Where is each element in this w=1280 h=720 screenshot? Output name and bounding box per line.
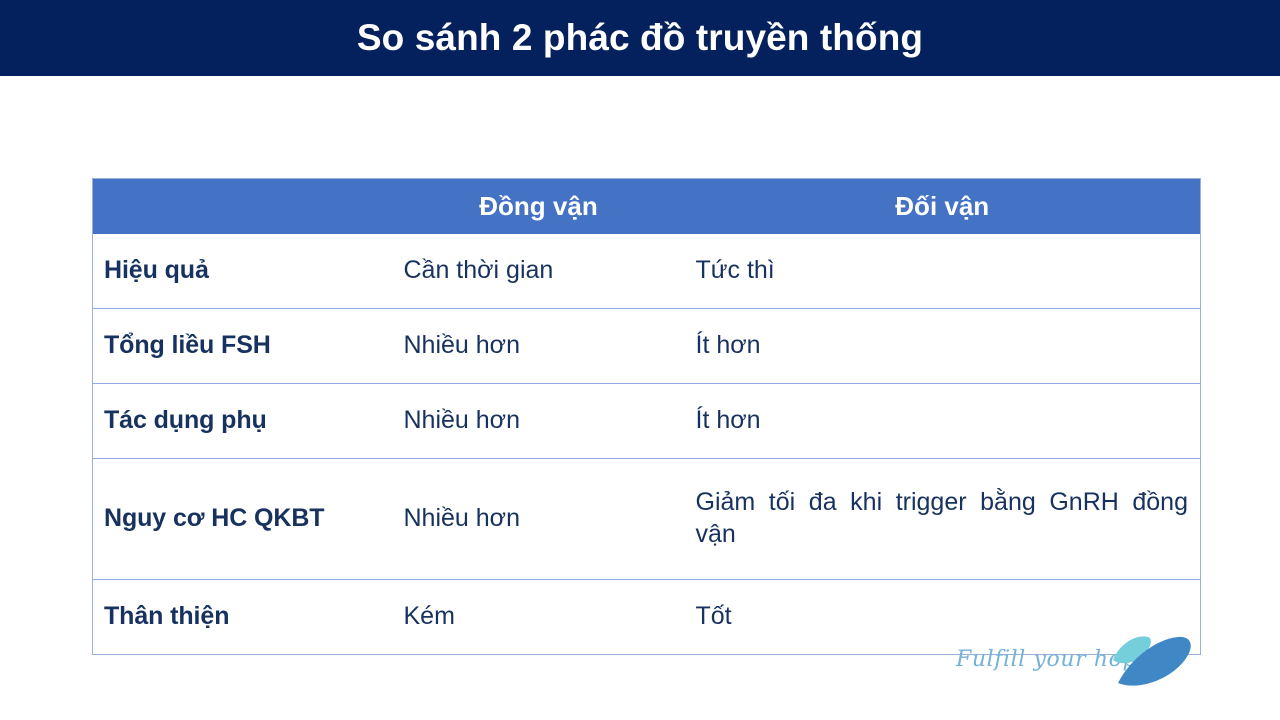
table-header-cell-dong-van: Đồng vận — [392, 178, 685, 234]
row-label-hieu-qua: Hiệu quả — [104, 256, 209, 284]
table-header-cell-criteria — [92, 178, 393, 234]
row-doivan-hieu-qua: Tức thì — [695, 256, 775, 284]
slide-title-bar: So sánh 2 phác đồ truyền thống — [0, 0, 1280, 76]
table-row: Tổng liều FSH Nhiều hơn Ít hơn — [92, 308, 1201, 384]
row-label-than-thien: Thân thiện — [92, 579, 393, 655]
row-dongvan-nguy-co-hc-qkbt: Nhiều hơn — [392, 458, 685, 580]
row-label-tong-lieu-fsh: Tổng liều FSH — [92, 308, 393, 384]
row-doivan-tac-dung-phu: Ít hơn — [684, 383, 1201, 459]
row-label-tac-dung-phu: Tác dụng phụ — [92, 383, 393, 459]
brand-logo: Fulfill your hope — [952, 622, 1200, 698]
row-doivan-nguy-co-hc-qkbt: Giảm tối đa khi trigger bằng GnRH đồng v… — [684, 458, 1201, 580]
row-dongvan-hieu-qua: Cần thời gian — [403, 256, 554, 284]
table-row: Tác dụng phụ Nhiều hơn Ít hơn — [92, 383, 1201, 459]
two-leaf-logo-icon — [1113, 636, 1191, 686]
table-header-cell-doi-van: Đối vận — [684, 178, 1201, 234]
row-dongvan-tong-lieu-fsh: Nhiều hơn — [392, 308, 685, 384]
table-header: Đồng vận Đối vận — [92, 178, 1201, 234]
leaf-dark-icon — [1118, 636, 1191, 686]
row-dongvan-than-thien: Kém — [392, 579, 685, 655]
table-row: Nguy cơ HC QKBT Nhiều hơn Giảm tối đa kh… — [92, 458, 1201, 580]
table-body: Hiệu quả Cần thời gian Tức thì Tổng liều… — [92, 234, 1201, 655]
row-label-nguy-co-hc-qkbt: Nguy cơ HC QKBT — [92, 458, 393, 580]
page-title: So sánh 2 phác đồ truyền thống — [356, 16, 924, 58]
table-header-row: Đồng vận Đối vận — [92, 178, 1201, 234]
row-dongvan-tac-dung-phu: Nhiều hơn — [392, 383, 685, 459]
comparison-table: Đồng vận Đối vận Hiệu quả Cần thời gian … — [92, 178, 1201, 655]
comparison-table-wrapper: Đồng vận Đối vận Hiệu quả Cần thời gian … — [92, 178, 1201, 655]
row-doivan-tong-lieu-fsh: Ít hơn — [684, 308, 1201, 384]
table-row: Hiệu quả Cần thời gian Tức thì — [93, 234, 1201, 309]
table-row: Thân thiện Kém Tốt — [92, 579, 1201, 655]
row-doivan-than-thien: Tốt — [684, 579, 1201, 655]
